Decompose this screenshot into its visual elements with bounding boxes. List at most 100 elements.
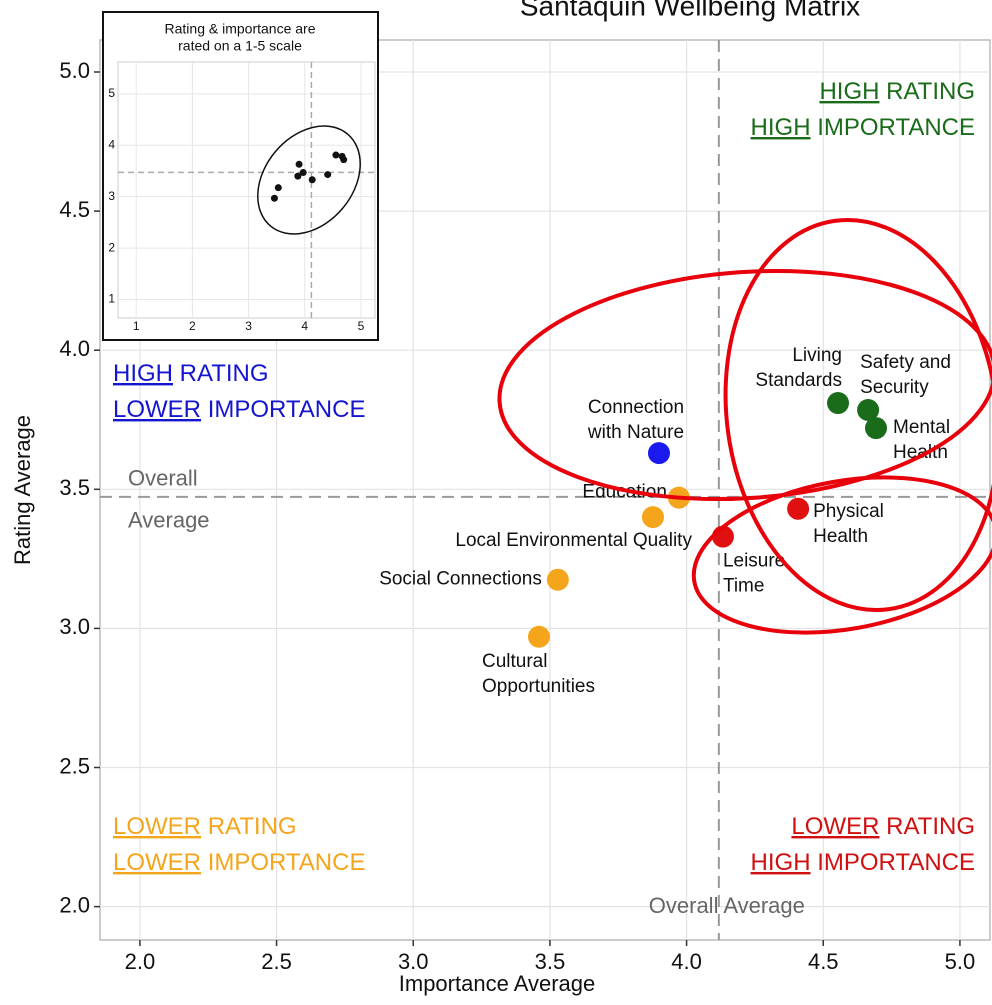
inset-point (295, 160, 303, 168)
inset-panel (117, 61, 376, 319)
inset-x-tick-label: 2 (189, 319, 196, 333)
x-tick-label: 5.0 (945, 949, 976, 974)
axes: 2.0 2.5 3.0 3.5 4.0 4.5 5.0 2.0 2.5 3.0 3.5 4.0 4.5 5… (59, 58, 975, 974)
inset-y-tick-label: 2 (108, 240, 115, 254)
x-tick-label: 2.5 (261, 949, 292, 974)
point-label: Opportunities (482, 676, 595, 697)
point (787, 497, 810, 520)
quadrant-text: IMPORTANCE (208, 396, 366, 423)
quadrant-label: HIGH RATING (113, 360, 269, 387)
quadrant-text: RATING (208, 813, 297, 840)
quadrant-label: LOWER RATING (791, 813, 975, 840)
point-labels: Living Standards Safety and Security Mental H… (379, 345, 951, 697)
y-tick-label: 4.0 (59, 336, 90, 361)
inset-x-tick-label: 5 (358, 319, 365, 333)
quadrant-text: RATING (886, 813, 975, 840)
inset-ellipse (257, 125, 361, 235)
point (827, 392, 850, 415)
point-label: Social Connections (379, 569, 542, 590)
quadrant-emphasis: LOWER (113, 813, 201, 840)
x-tick-label: 4.5 (808, 949, 839, 974)
point-label: Living (792, 345, 842, 366)
x-tick-label: 2.0 (125, 949, 156, 974)
quadrant-text: RATING (886, 78, 975, 105)
point-label: Safety and (860, 352, 951, 373)
point (857, 399, 880, 422)
x-tick-label: 4.0 (671, 949, 702, 974)
point (641, 506, 664, 529)
quadrant-text: IMPORTANCE (817, 114, 975, 141)
x-axis-title: Importance Average (399, 971, 596, 996)
point-label: Security (860, 377, 929, 398)
y-tick-label: 3.5 (59, 475, 90, 500)
y-tick-label: 2.0 (59, 892, 90, 917)
point (865, 417, 888, 440)
highlight-ellipse (723, 218, 992, 612)
inset-x-tick-label: 4 (301, 319, 308, 333)
y-tick-label: 4.5 (59, 197, 90, 222)
point-label: Standards (755, 370, 842, 391)
y-axis-title: Rating Average (10, 415, 35, 565)
quadrant-emphasis: LOWER (113, 849, 201, 876)
chart-title: Santaquin Wellbeing Matrix (520, 0, 860, 21)
x-tick-label: 3.0 (398, 949, 429, 974)
highlight-ellipse (497, 268, 992, 502)
inset-point (274, 184, 282, 192)
inset-title: Rating & importance are (165, 21, 316, 37)
reference-label: Overall (128, 466, 198, 491)
inset-title: rated on a 1-5 scale (178, 38, 302, 54)
quadrant-emphasis: HIGH (819, 78, 879, 105)
point-label: Physical (813, 501, 884, 522)
quadrant-emphasis: HIGH (751, 114, 811, 141)
point (527, 625, 550, 648)
point (647, 442, 670, 465)
y-tick-label: 5.0 (59, 58, 90, 83)
quadrant-text: IMPORTANCE (208, 849, 366, 876)
point-label: Time (723, 576, 765, 597)
point (546, 568, 569, 591)
point-label: Connection (588, 397, 684, 418)
point-label: Cultural (482, 651, 547, 672)
inset-point (332, 151, 340, 159)
inset-y-tick-label: 1 (108, 292, 115, 306)
quadrant-emphasis: LOWER (791, 813, 879, 840)
reference-label: Overall Average (649, 893, 805, 918)
point-label: with Nature (587, 422, 684, 443)
inset-y-tick-label: 3 (108, 189, 115, 203)
quadrant-emphasis: LOWER (113, 396, 201, 423)
inset-x-tick-label: 1 (133, 319, 140, 333)
quadrant-label: HIGH IMPORTANCE (751, 849, 975, 876)
y-tick-label: 2.5 (59, 753, 90, 778)
x-tick-label: 3.5 (535, 949, 566, 974)
inset-point (324, 171, 332, 179)
inset-point (340, 156, 348, 164)
y-tick-label: 3.0 (59, 614, 90, 639)
quadrant-text: RATING (180, 360, 269, 387)
points (527, 392, 888, 648)
inset-point (308, 176, 316, 184)
reference-label: Average (128, 508, 210, 533)
inset-point (294, 172, 302, 180)
quadrant-label: LOWER IMPORTANCE (113, 396, 365, 423)
inset-y-tick-label: 5 (108, 86, 115, 100)
annotations (497, 218, 992, 635)
quadrant-label: LOWER RATING (113, 813, 297, 840)
quadrant-label: HIGH RATING (819, 78, 975, 105)
quadrant-text: IMPORTANCE (817, 849, 975, 876)
reference-lines: Overall Average Overall Average (100, 40, 990, 940)
highlight-ellipse (691, 475, 992, 635)
quadrant-emphasis: HIGH (751, 849, 811, 876)
point-label: Mental (893, 417, 950, 438)
inset-point (270, 194, 278, 202)
inset-point (299, 169, 307, 177)
inset-x-tick-label: 3 (245, 319, 252, 333)
point-label: Leisure (723, 551, 785, 572)
point-label: Health (813, 526, 868, 547)
quadrant-label: HIGH IMPORTANCE (751, 114, 975, 141)
quadrant-emphasis: HIGH (113, 360, 173, 387)
quadrant-label: LOWER IMPORTANCE (113, 849, 365, 876)
inset-y-tick-label: 4 (108, 137, 115, 151)
